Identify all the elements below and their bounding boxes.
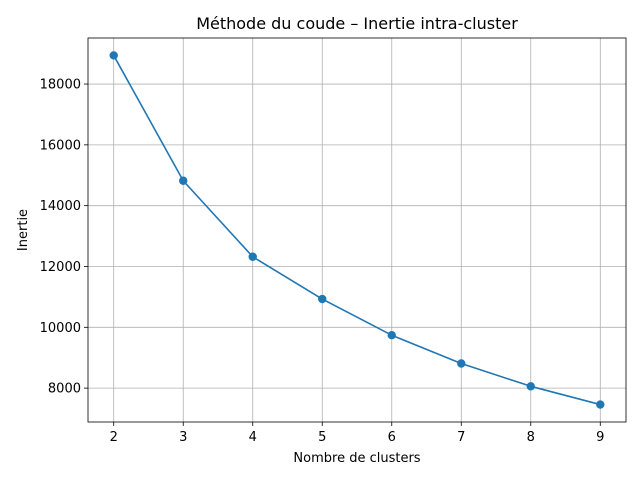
chart-title: Méthode du coude – Inertie intra-cluster: [196, 14, 518, 33]
grid: [88, 38, 626, 422]
y-tick-label: 16000: [40, 138, 81, 153]
x-tick-label: 2: [110, 430, 118, 445]
series-layer: [109, 51, 605, 409]
x-axis-label: Nombre de clusters: [293, 451, 420, 466]
data-point-marker: [526, 382, 535, 391]
y-tick-label: 18000: [40, 78, 81, 93]
data-point-marker: [318, 294, 327, 304]
x-tick-label: 3: [179, 430, 187, 445]
ticks: 2 3 4 5 6 7 8 9 8000 10000 12000 14000 16000 18000: [40, 78, 605, 445]
x-tick-label: 6: [388, 430, 396, 445]
y-tick-label: 12000: [40, 260, 81, 275]
data-point-marker: [179, 176, 188, 185]
y-tick-label: 8000: [48, 382, 81, 397]
data-point-marker: [248, 252, 257, 261]
x-tick-label: 9: [596, 430, 604, 445]
data-point-marker: [387, 331, 396, 340]
y-axis-label: Inertie: [16, 209, 31, 251]
x-tick-label: 4: [249, 430, 257, 445]
plot-frame: [87, 37, 627, 423]
x-tick-label: 5: [318, 430, 326, 445]
data-point-marker: [457, 359, 466, 368]
x-tick-label: 7: [457, 430, 465, 445]
y-tick-label: 14000: [40, 199, 81, 214]
data-point-marker: [596, 400, 605, 409]
data-point-marker: [109, 51, 118, 60]
x-tick-label: 8: [527, 430, 535, 445]
series-line: [113, 55, 601, 406]
y-tick-label: 10000: [40, 321, 81, 336]
